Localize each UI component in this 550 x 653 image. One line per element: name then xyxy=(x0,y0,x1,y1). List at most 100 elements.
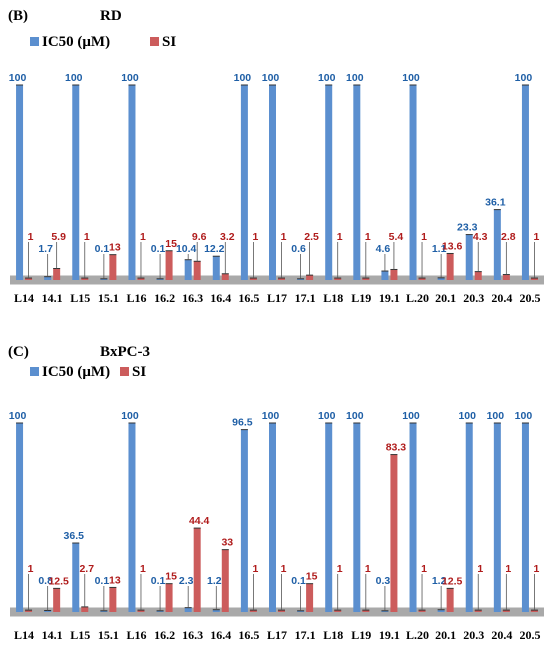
ic50-bar xyxy=(353,423,361,612)
si-data-label: 2.8 xyxy=(501,231,516,243)
category-tick-label: 14.1 xyxy=(42,628,63,642)
si-bar xyxy=(502,274,510,280)
category-tick-label: L19 xyxy=(351,628,371,642)
ic50-bar xyxy=(465,423,473,612)
ic50-data-label: 36.5 xyxy=(64,530,85,542)
ic50-bar xyxy=(325,423,333,612)
ic50-bar xyxy=(72,85,80,280)
category-tick-label: 15.1 xyxy=(98,628,119,642)
ic50-data-label: 0.1 xyxy=(291,575,306,587)
ic50-bar xyxy=(465,234,473,280)
ic50-data-label: 0.8 xyxy=(38,575,53,587)
panel-c-legend-ic50-label: IC50 (μM) xyxy=(42,364,110,380)
ic50-bar xyxy=(16,423,24,612)
si-bar xyxy=(278,610,285,612)
si-bar xyxy=(249,278,257,280)
si-data-label: 9.6 xyxy=(192,231,207,243)
category-tick-label: L19 xyxy=(351,291,371,305)
ic50-bar xyxy=(269,423,276,612)
si-data-label: 1 xyxy=(281,563,287,575)
si-bar xyxy=(418,610,426,612)
si-data-label: 4.3 xyxy=(473,231,488,243)
si-data-label: 1 xyxy=(252,231,258,243)
ic50-bar xyxy=(409,85,417,280)
panel-c-letter: (C) xyxy=(8,344,29,360)
ic50-data-label: 100 xyxy=(515,410,533,422)
ic50-data-label: 100 xyxy=(262,72,280,84)
panel-b-letter: (B) xyxy=(8,8,28,24)
ic50-data-label: 23.3 xyxy=(457,222,478,234)
si-bar xyxy=(81,606,89,612)
category-tick-label: L17 xyxy=(267,628,287,642)
si-data-label: 1 xyxy=(421,231,427,243)
ic50-bar xyxy=(212,609,220,612)
si-data-label: 1 xyxy=(477,563,483,575)
si-bar xyxy=(193,528,201,612)
ic50-data-label: 100 xyxy=(515,72,533,84)
ic50-data-label: 0.6 xyxy=(291,243,306,255)
ic50-bar xyxy=(72,543,80,612)
category-tick-label: 20.3 xyxy=(463,628,484,642)
ic50-data-label: 100 xyxy=(9,72,27,84)
si-bar xyxy=(137,610,145,612)
category-tick-label: L16 xyxy=(126,628,146,642)
si-bar xyxy=(446,253,454,280)
ic50-bar xyxy=(156,610,164,612)
ic50-bar xyxy=(437,277,445,280)
ic50-data-label: 2.3 xyxy=(179,575,194,587)
ic50-data-label: 1.2 xyxy=(207,575,222,587)
si-data-label: 1 xyxy=(534,563,540,575)
ic50-data-label: 100 xyxy=(402,410,420,422)
category-tick-label: L.20 xyxy=(406,291,429,305)
category-tick-label: 15.1 xyxy=(98,291,119,305)
si-bar xyxy=(418,278,426,280)
category-tick-label: L15 xyxy=(70,291,90,305)
category-tick-label: L14 xyxy=(14,628,34,642)
si-bar xyxy=(502,610,510,612)
si-bar xyxy=(530,278,538,280)
si-bar xyxy=(362,610,370,612)
si-bar xyxy=(81,278,89,280)
ic50-bar xyxy=(184,259,192,280)
ic50-data-label: 100 xyxy=(458,410,476,422)
si-data-label: 1 xyxy=(140,563,146,575)
si-bar xyxy=(306,275,314,280)
panel-b-legend-si-label: SI xyxy=(162,34,176,50)
category-tick-label: 17.1 xyxy=(295,291,316,305)
ic50-data-label: 100 xyxy=(346,410,364,422)
ic50-bar xyxy=(100,610,108,612)
category-tick-label: L14 xyxy=(14,291,34,305)
ic50-data-label: 100 xyxy=(318,410,336,422)
si-data-label: 13.6 xyxy=(442,240,463,252)
si-data-label: 13 xyxy=(109,242,121,254)
category-tick-label: 19.1 xyxy=(379,628,400,642)
category-tick-label: 16.2 xyxy=(154,291,175,305)
ic50-data-label: 100 xyxy=(234,72,252,84)
ic50-bar xyxy=(521,85,529,280)
si-data-label: 1 xyxy=(505,563,511,575)
si-data-label: 15 xyxy=(306,571,318,583)
ic50-data-label: 0.3 xyxy=(376,575,391,587)
category-tick-label: 20.4 xyxy=(491,291,512,305)
category-tick-label: L16 xyxy=(126,291,146,305)
si-data-label: 1 xyxy=(140,231,146,243)
si-data-label: 5.9 xyxy=(51,231,66,243)
si-data-label: 12.5 xyxy=(442,575,463,587)
si-data-label: 1 xyxy=(421,563,427,575)
si-bar xyxy=(53,268,61,280)
ic50-data-label: 100 xyxy=(65,72,83,84)
si-data-label: 1 xyxy=(252,563,258,575)
plot-floor xyxy=(10,607,544,617)
category-tick-label: 20.4 xyxy=(491,628,512,642)
si-data-label: 1 xyxy=(28,563,34,575)
panel-b-legend-si-swatch xyxy=(150,37,159,46)
panel-b-legend-ic50-label: IC50 (μM) xyxy=(42,34,110,50)
ic50-data-label: 100 xyxy=(346,72,364,84)
ic50-bar xyxy=(184,607,192,612)
si-data-label: 13 xyxy=(109,574,121,586)
panel-c-legend-ic50-swatch xyxy=(30,367,39,376)
ic50-bar xyxy=(269,85,276,280)
